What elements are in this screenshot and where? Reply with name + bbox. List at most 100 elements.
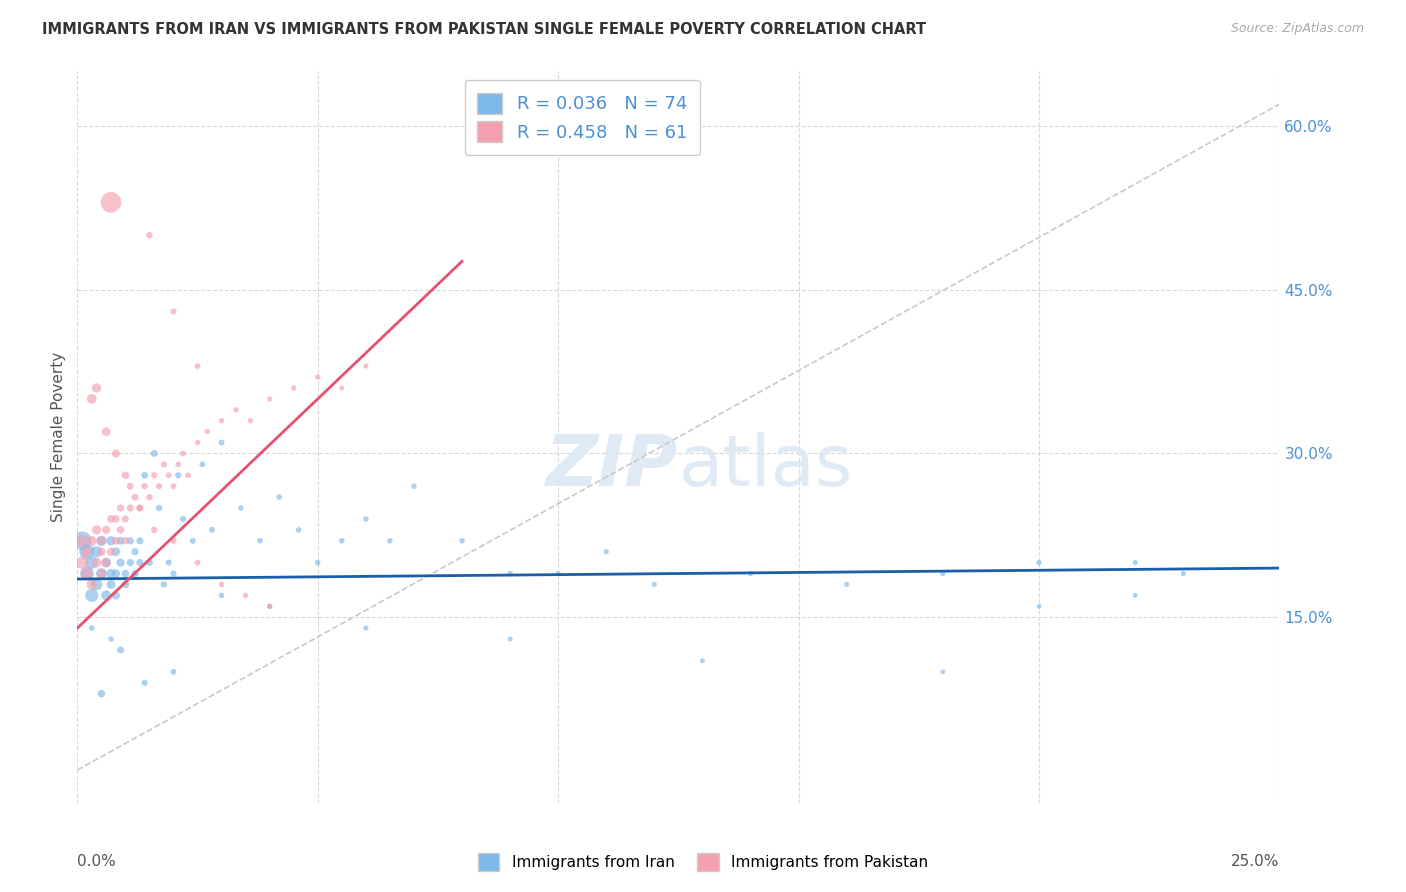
Point xyxy=(76,566,98,581)
Point xyxy=(148,479,170,493)
Point xyxy=(134,675,156,690)
Point xyxy=(402,479,425,493)
Point xyxy=(80,621,103,635)
Point xyxy=(148,501,170,516)
Point xyxy=(100,545,122,559)
Point xyxy=(187,435,209,450)
Point xyxy=(76,566,98,581)
Legend: Immigrants from Iran, Immigrants from Pakistan: Immigrants from Iran, Immigrants from Pa… xyxy=(468,844,938,880)
Point xyxy=(354,359,377,373)
Point xyxy=(499,566,522,581)
Point xyxy=(143,468,166,483)
Y-axis label: Single Female Poverty: Single Female Poverty xyxy=(51,352,66,522)
Point xyxy=(114,577,136,591)
Point xyxy=(76,545,98,559)
Point xyxy=(114,566,136,581)
Point xyxy=(307,370,329,384)
Point xyxy=(96,425,118,439)
Point xyxy=(90,687,112,701)
Point xyxy=(86,556,108,570)
Point xyxy=(70,533,93,548)
Point xyxy=(104,545,127,559)
Point xyxy=(110,533,132,548)
Point xyxy=(138,490,160,504)
Point xyxy=(96,556,118,570)
Point xyxy=(1028,599,1050,614)
Point xyxy=(153,577,176,591)
Point xyxy=(269,490,291,504)
Point xyxy=(187,359,209,373)
Point xyxy=(330,533,353,548)
Point xyxy=(90,533,112,548)
Point xyxy=(162,566,184,581)
Point xyxy=(104,512,127,526)
Point xyxy=(932,566,955,581)
Point xyxy=(100,512,122,526)
Point xyxy=(201,523,224,537)
Point xyxy=(90,545,112,559)
Point xyxy=(124,566,146,581)
Point xyxy=(195,425,218,439)
Point xyxy=(354,621,377,635)
Point xyxy=(1028,556,1050,570)
Point xyxy=(86,545,108,559)
Point xyxy=(80,533,103,548)
Point xyxy=(86,381,108,395)
Point xyxy=(80,577,103,591)
Point xyxy=(114,468,136,483)
Point xyxy=(162,304,184,318)
Point xyxy=(104,446,127,460)
Point xyxy=(157,468,180,483)
Point xyxy=(172,446,194,460)
Point xyxy=(499,632,522,646)
Point xyxy=(249,533,271,548)
Point xyxy=(134,479,156,493)
Point xyxy=(162,479,184,493)
Point xyxy=(259,599,281,614)
Point xyxy=(70,556,93,570)
Point xyxy=(100,195,122,210)
Point xyxy=(692,654,714,668)
Point xyxy=(157,556,180,570)
Point xyxy=(138,556,160,570)
Point xyxy=(120,533,142,548)
Point xyxy=(128,501,150,516)
Point xyxy=(128,533,150,548)
Point xyxy=(191,458,214,472)
Point xyxy=(104,588,127,602)
Point xyxy=(110,523,132,537)
Point xyxy=(110,556,132,570)
Point xyxy=(307,556,329,570)
Point xyxy=(287,523,309,537)
Point xyxy=(138,228,160,243)
Point xyxy=(120,501,142,516)
Point xyxy=(547,566,569,581)
Point xyxy=(451,533,474,548)
Point xyxy=(835,577,858,591)
Point xyxy=(96,523,118,537)
Point xyxy=(128,556,150,570)
Point xyxy=(187,556,209,570)
Point xyxy=(110,501,132,516)
Point xyxy=(100,577,122,591)
Point xyxy=(110,643,132,657)
Point xyxy=(80,392,103,406)
Point xyxy=(162,665,184,679)
Point xyxy=(239,414,262,428)
Legend: R = 0.036   N = 74, R = 0.458   N = 61: R = 0.036 N = 74, R = 0.458 N = 61 xyxy=(464,80,700,154)
Text: 0.0%: 0.0% xyxy=(77,854,117,869)
Point xyxy=(96,588,118,602)
Point xyxy=(114,533,136,548)
Point xyxy=(259,599,281,614)
Point xyxy=(124,490,146,504)
Point xyxy=(211,435,233,450)
Point xyxy=(134,468,156,483)
Point xyxy=(167,468,190,483)
Point xyxy=(143,523,166,537)
Point xyxy=(235,588,257,602)
Point xyxy=(86,577,108,591)
Point xyxy=(162,533,184,548)
Point xyxy=(932,665,955,679)
Point xyxy=(330,381,353,395)
Point xyxy=(643,577,665,591)
